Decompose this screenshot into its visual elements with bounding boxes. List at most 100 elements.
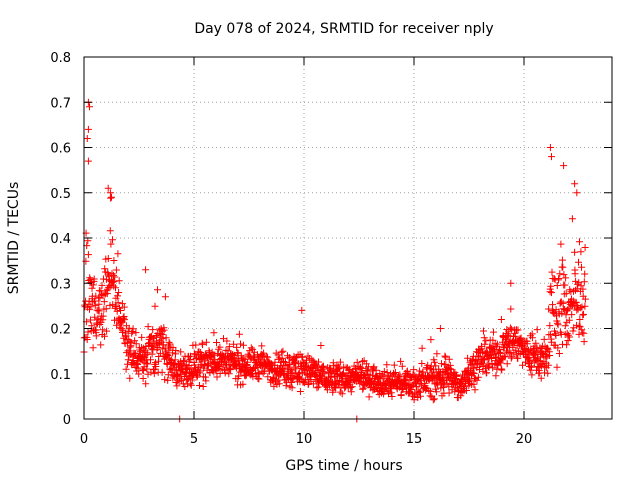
data-point xyxy=(210,351,218,359)
data-point xyxy=(580,338,588,346)
data-point xyxy=(294,370,302,378)
y-tick-label: 0.5 xyxy=(50,187,71,202)
data-point xyxy=(526,366,534,374)
data-point xyxy=(481,364,489,372)
data-point xyxy=(426,365,434,373)
data-point xyxy=(546,322,554,330)
data-point xyxy=(143,365,151,373)
data-point xyxy=(115,277,123,285)
data-point xyxy=(225,343,233,351)
data-point xyxy=(177,348,185,356)
data-point xyxy=(160,326,168,334)
data-point xyxy=(561,281,569,289)
data-point xyxy=(320,362,327,370)
data-point xyxy=(200,361,208,368)
data-point xyxy=(313,384,321,392)
data-point xyxy=(418,344,426,352)
data-point xyxy=(471,386,479,394)
data-point xyxy=(195,348,203,356)
data-point xyxy=(129,325,137,333)
data-point xyxy=(483,369,491,377)
data-point xyxy=(110,257,118,264)
data-point xyxy=(111,273,119,281)
data-point xyxy=(441,352,449,360)
data-point xyxy=(87,303,95,311)
data-point xyxy=(104,184,112,192)
data-point xyxy=(278,354,286,362)
data-point xyxy=(99,312,107,320)
data-point xyxy=(491,347,498,355)
data-point xyxy=(84,251,92,259)
data-point xyxy=(532,339,540,347)
data-point xyxy=(547,331,555,338)
y-tick-label: 0.2 xyxy=(50,323,71,338)
data-point xyxy=(580,278,588,286)
data-point xyxy=(581,295,589,303)
data-point xyxy=(348,383,356,391)
data-point xyxy=(576,238,583,246)
data-point xyxy=(142,266,150,274)
data-point xyxy=(104,255,112,262)
data-point xyxy=(240,341,247,349)
data-point xyxy=(472,356,480,364)
data-point xyxy=(132,329,140,337)
data-point xyxy=(568,311,576,319)
data-point xyxy=(388,393,396,400)
data-point xyxy=(558,309,566,317)
data-point xyxy=(432,362,440,370)
data-point xyxy=(554,321,562,329)
data-point xyxy=(298,306,306,314)
data-point xyxy=(533,326,541,334)
data-point xyxy=(573,189,581,197)
data-point xyxy=(548,268,556,276)
data-point xyxy=(552,332,560,339)
data-point xyxy=(108,278,116,286)
data-point xyxy=(235,372,243,380)
data-point xyxy=(579,311,587,319)
data-point xyxy=(213,373,221,381)
data-point xyxy=(272,349,280,357)
data-point xyxy=(171,356,179,364)
data-point xyxy=(223,337,231,345)
data-point xyxy=(496,348,504,356)
data-point xyxy=(196,382,203,389)
data-point xyxy=(577,248,585,256)
data-point xyxy=(98,281,106,289)
data-point xyxy=(581,270,589,278)
data-point xyxy=(299,353,306,361)
data-point xyxy=(372,366,380,374)
data-point xyxy=(139,366,147,374)
data-point xyxy=(580,310,587,318)
data-point xyxy=(574,280,582,288)
data-point xyxy=(579,285,587,293)
data-point xyxy=(445,355,453,363)
data-point xyxy=(481,340,489,348)
data-point xyxy=(457,392,465,400)
data-point xyxy=(492,372,500,380)
data-point xyxy=(83,336,91,343)
data-point xyxy=(186,380,194,388)
data-point xyxy=(132,340,140,348)
data-point xyxy=(91,297,98,305)
data-point xyxy=(554,319,561,327)
data-point xyxy=(114,292,121,300)
data-point xyxy=(444,369,452,377)
data-point xyxy=(493,340,501,348)
y-axis-label: SRMTID / TECUs xyxy=(6,182,22,295)
data-point xyxy=(553,282,561,289)
data-point xyxy=(417,392,424,400)
data-point xyxy=(396,371,404,379)
data-point xyxy=(315,358,322,366)
data-point xyxy=(116,323,124,331)
data-point xyxy=(115,289,123,296)
data-point xyxy=(575,330,583,338)
data-point xyxy=(558,256,566,264)
data-points xyxy=(80,98,589,423)
data-point xyxy=(340,369,347,377)
data-point xyxy=(173,382,181,390)
data-point xyxy=(143,349,151,357)
data-point xyxy=(336,358,344,366)
data-point xyxy=(88,284,96,292)
data-point xyxy=(503,360,511,368)
